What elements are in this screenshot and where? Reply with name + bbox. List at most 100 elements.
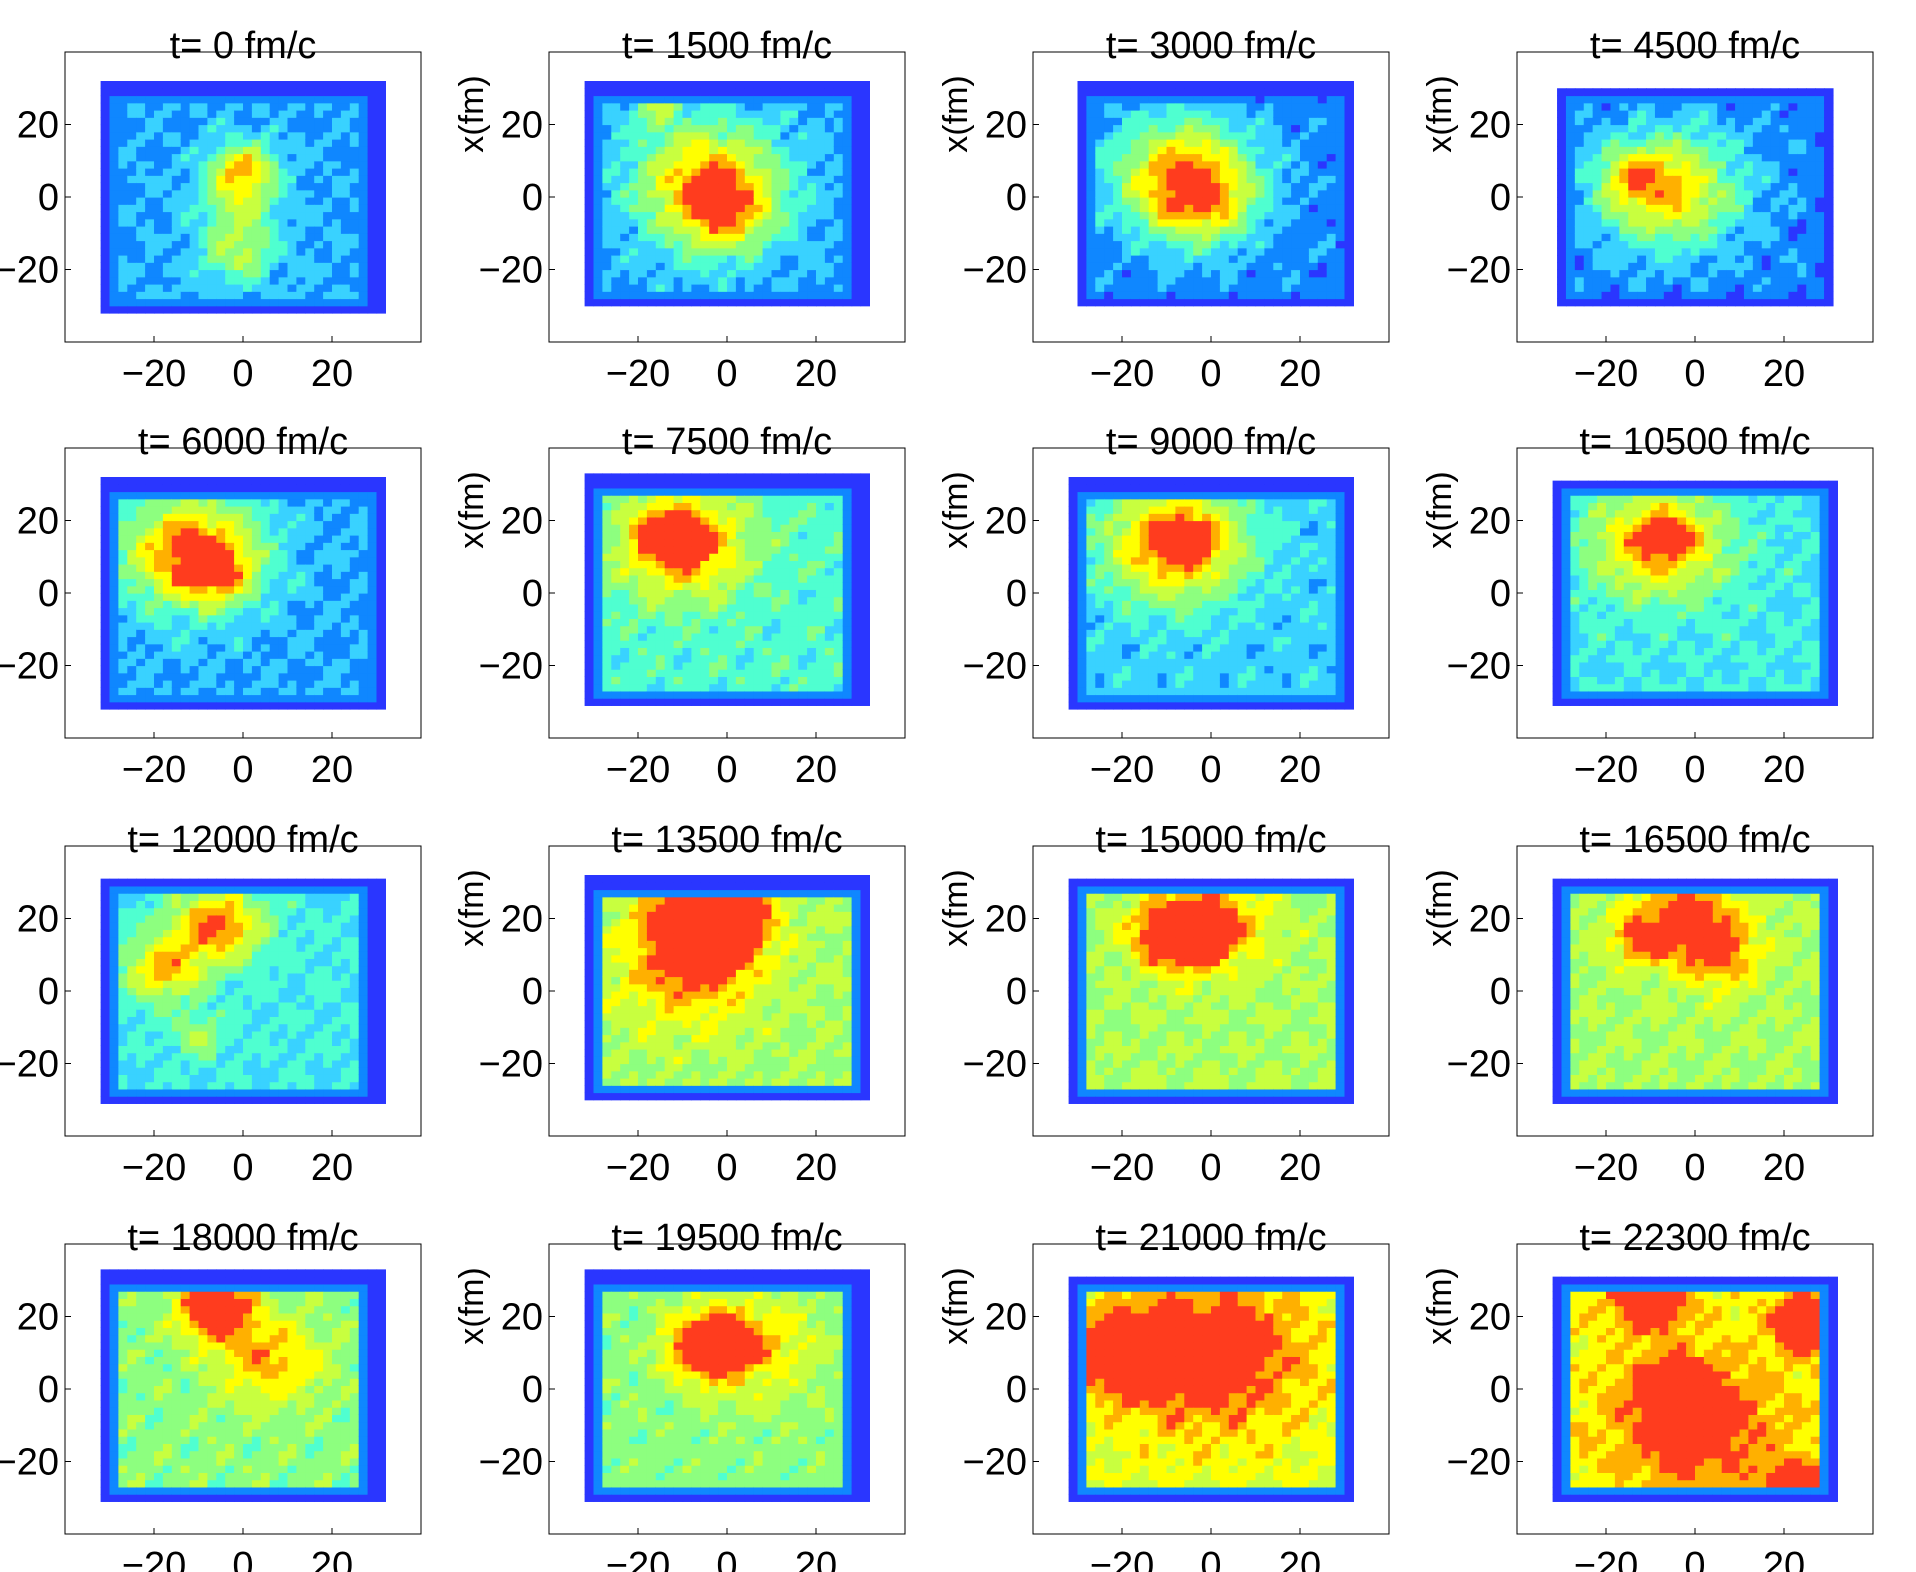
density-cell xyxy=(127,484,137,493)
density-cell xyxy=(1104,211,1114,220)
density-cell xyxy=(269,520,280,529)
density-cell xyxy=(1095,197,1105,205)
density-cell xyxy=(1565,255,1576,263)
density-cell xyxy=(376,629,386,638)
density-cell xyxy=(593,81,603,89)
density-cell xyxy=(1574,88,1585,97)
density-cell xyxy=(1104,189,1114,198)
density-cell xyxy=(243,622,253,630)
density-cell xyxy=(1344,211,1354,220)
density-cell xyxy=(700,233,710,242)
density-cell xyxy=(314,305,324,314)
density-cell xyxy=(296,687,306,696)
density-cell xyxy=(314,701,324,710)
density-cell xyxy=(234,593,244,601)
density-cell xyxy=(349,146,360,155)
density-cell xyxy=(1228,233,1239,242)
density-cell xyxy=(789,291,799,300)
density-cell xyxy=(1086,182,1096,191)
density-cell xyxy=(1761,88,1772,97)
density-cell xyxy=(1601,255,1612,263)
density-cell xyxy=(771,124,781,133)
density-cell xyxy=(171,305,182,314)
density-cell xyxy=(305,636,315,645)
density-cell xyxy=(287,527,297,536)
density-cell xyxy=(593,197,603,205)
density-cell xyxy=(154,571,164,580)
density-cell xyxy=(1646,262,1656,271)
density-cell xyxy=(162,658,173,667)
density-cell xyxy=(1619,291,1629,300)
density-cell xyxy=(198,146,208,155)
density-cell xyxy=(340,262,351,271)
density-cell xyxy=(1122,124,1132,133)
density-cell xyxy=(1735,168,1745,176)
density-cell xyxy=(145,549,155,558)
density-cell xyxy=(1574,139,1585,147)
density-cell xyxy=(655,211,666,220)
density-cell xyxy=(207,255,217,263)
density-cell xyxy=(1095,233,1105,242)
density-cell xyxy=(1708,182,1718,191)
panel-title: t= 1500 fm/c xyxy=(622,25,832,67)
density-cell xyxy=(207,139,217,147)
density-cell xyxy=(340,175,351,184)
density-cell xyxy=(136,153,146,162)
density-cell xyxy=(1308,298,1319,307)
density-cell xyxy=(216,484,226,493)
density-cell xyxy=(1264,255,1274,263)
density-cell xyxy=(376,651,386,659)
density-cell xyxy=(162,556,173,565)
density-cell xyxy=(1743,211,1754,220)
y-tick-label: 0 xyxy=(38,177,59,219)
density-cell xyxy=(305,305,315,314)
density-cell xyxy=(1282,175,1292,184)
density-cell xyxy=(771,276,781,285)
density-cell xyxy=(727,175,737,184)
density-cell xyxy=(287,665,297,674)
density-cell xyxy=(198,658,208,667)
density-cell xyxy=(109,651,119,659)
density-cell xyxy=(127,81,137,89)
density-cell xyxy=(1779,233,1790,242)
density-cell xyxy=(234,498,244,507)
density-cell xyxy=(593,298,603,307)
density-cell xyxy=(1113,255,1123,263)
density-cell xyxy=(1699,269,1709,278)
density-cell xyxy=(735,160,746,169)
density-cell xyxy=(1824,168,1834,176)
density-cell xyxy=(1086,197,1096,205)
density-cell xyxy=(1326,240,1337,249)
density-cell xyxy=(118,168,128,176)
density-cell xyxy=(780,255,790,263)
density-cell xyxy=(780,276,790,285)
density-cell xyxy=(332,585,342,594)
density-cell xyxy=(1095,247,1105,256)
density-cell xyxy=(367,636,378,645)
density-cell xyxy=(842,110,853,118)
density-cell xyxy=(1735,284,1745,292)
density-cell xyxy=(842,88,853,97)
density-cell xyxy=(1743,95,1754,104)
density-cell xyxy=(1317,298,1328,307)
density-cell xyxy=(824,255,835,263)
density-cell xyxy=(1326,117,1337,126)
density-cell xyxy=(154,651,164,659)
density-cell xyxy=(1601,160,1612,169)
density-cell xyxy=(744,146,755,155)
density-cell xyxy=(358,189,369,198)
density-cell xyxy=(655,189,666,198)
density-cell xyxy=(753,102,764,111)
density-cell xyxy=(287,636,297,645)
density-cell xyxy=(1672,262,1683,271)
density-cell xyxy=(314,484,324,493)
density-cell xyxy=(780,88,790,97)
density-cell xyxy=(1317,269,1328,278)
density-cell xyxy=(1335,197,1346,205)
density-cell xyxy=(1077,160,1087,169)
density-cell xyxy=(851,95,862,104)
density-cell xyxy=(620,262,630,271)
density-cell xyxy=(314,593,324,601)
density-cell xyxy=(287,651,297,659)
density-cell xyxy=(1824,276,1834,285)
